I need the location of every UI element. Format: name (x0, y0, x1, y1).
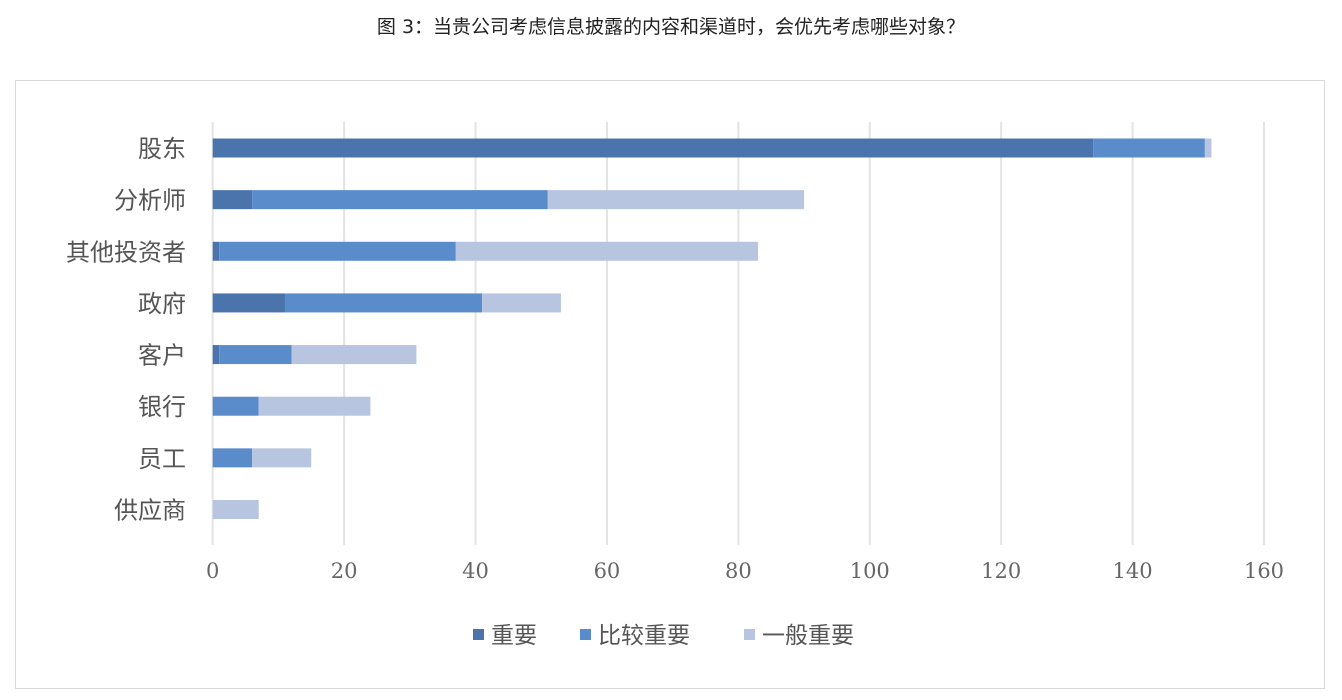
x-tick-label: 60 (594, 559, 621, 583)
bar-segment (219, 345, 292, 365)
bar-segment (219, 241, 456, 261)
x-tick-label: 40 (462, 559, 489, 583)
category-label: 政府 (138, 290, 186, 318)
bar-segment (252, 190, 548, 210)
bar-segment (212, 448, 253, 468)
bar-segment (252, 448, 312, 468)
category-label: 股东 (138, 135, 186, 163)
x-tick-label: 20 (331, 559, 358, 583)
x-tick-label: 120 (981, 559, 1021, 583)
bar-segment (1093, 138, 1205, 158)
bar-segment (1204, 138, 1212, 158)
legend-swatch (473, 629, 484, 640)
x-tick-label: 100 (850, 559, 890, 583)
bar-segment (212, 241, 220, 261)
bar-segment (482, 293, 561, 313)
legend-swatch (744, 629, 755, 640)
bar-segment (291, 345, 417, 365)
legend-label: 重要 (491, 623, 537, 649)
bar-segment (258, 396, 371, 416)
bar-segment (284, 293, 483, 313)
category-label: 供应商 (114, 497, 186, 525)
bar-segment (212, 396, 259, 416)
chart-title: 图 3：当贵公司考虑信息披露的内容和渠道时，会优先考虑哪些对象？ (376, 16, 966, 38)
category-label: 员工 (138, 445, 186, 473)
x-tick-label: 0 (206, 559, 219, 583)
bar-segment (212, 500, 259, 519)
category-label: 银行 (138, 393, 186, 421)
x-tick-label: 80 (725, 559, 752, 583)
x-tick-label: 160 (1244, 559, 1284, 583)
x-tick-label: 140 (1113, 559, 1153, 583)
legend-label: 一般重要 (762, 623, 854, 649)
category-label: 分析师 (114, 187, 186, 215)
category-label: 客户 (138, 342, 186, 370)
bar-segment (455, 241, 759, 261)
bar-segment (547, 190, 805, 210)
bar-segment (212, 190, 253, 210)
chart-frame (15, 80, 1325, 689)
legend-label: 比较重要 (598, 623, 690, 649)
bar-segment (212, 138, 1094, 158)
bar-segment (212, 293, 285, 313)
legend-swatch (580, 629, 591, 640)
category-label: 其他投资者 (66, 238, 186, 266)
bar-segment (212, 345, 220, 365)
